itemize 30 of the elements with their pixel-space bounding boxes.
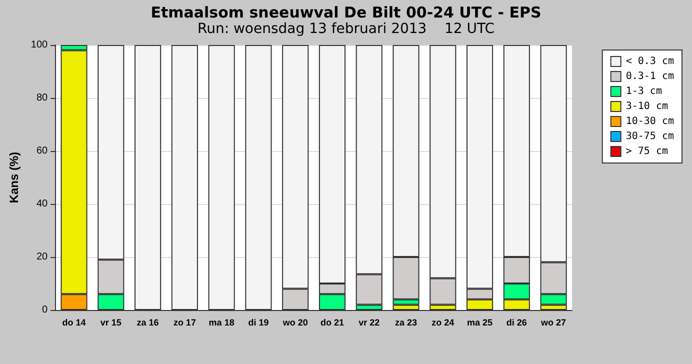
legend-label: 0.3-1 cm xyxy=(626,71,674,82)
y-tick-label: 60 xyxy=(36,146,48,156)
chart-subtitle: Run: woensdag 13 februari 2013 12 UTC xyxy=(197,21,495,37)
x-tick-label: vr 15 xyxy=(100,318,122,328)
legend-label: 30-75 cm xyxy=(626,131,674,142)
x-tick-label: ma 18 xyxy=(208,318,234,328)
y-tick-label: 20 xyxy=(36,252,48,262)
x-tick-label: zo 24 xyxy=(432,318,454,328)
y-tick-label: 100 xyxy=(30,40,48,50)
chart-title: Etmaalsom sneeuwval De Bilt 00-24 UTC - EPS xyxy=(150,4,542,22)
legend-label: < 0.3 cm xyxy=(626,56,674,67)
y-axis-title: Kans (%) xyxy=(7,152,21,204)
x-tick-label: di 26 xyxy=(506,318,527,328)
y-tick-label: 40 xyxy=(36,198,48,210)
x-tick-label: di 19 xyxy=(248,318,269,328)
legend-label: 10-30 cm xyxy=(626,116,674,127)
x-tick-label: za 23 xyxy=(394,318,418,328)
x-tick-label: zo 17 xyxy=(173,318,196,328)
legend-label: > 75 cm xyxy=(626,146,668,157)
x-tick-label: do 14 xyxy=(62,318,86,328)
x-tick-label: ma 25 xyxy=(467,318,493,328)
x-tick-label: vr 22 xyxy=(358,318,380,328)
x-tick-label: do 21 xyxy=(320,318,344,328)
y-tick-label: 0 xyxy=(42,304,48,316)
x-tick-label: za 16 xyxy=(136,318,159,328)
x-tick-label: wo 27 xyxy=(540,318,566,328)
legend-label: 1-3 cm xyxy=(626,86,662,97)
legend-label: 3-10 cm xyxy=(626,101,668,112)
x-tick-label: wo 20 xyxy=(282,318,308,328)
y-tick-label: 80 xyxy=(36,92,48,104)
